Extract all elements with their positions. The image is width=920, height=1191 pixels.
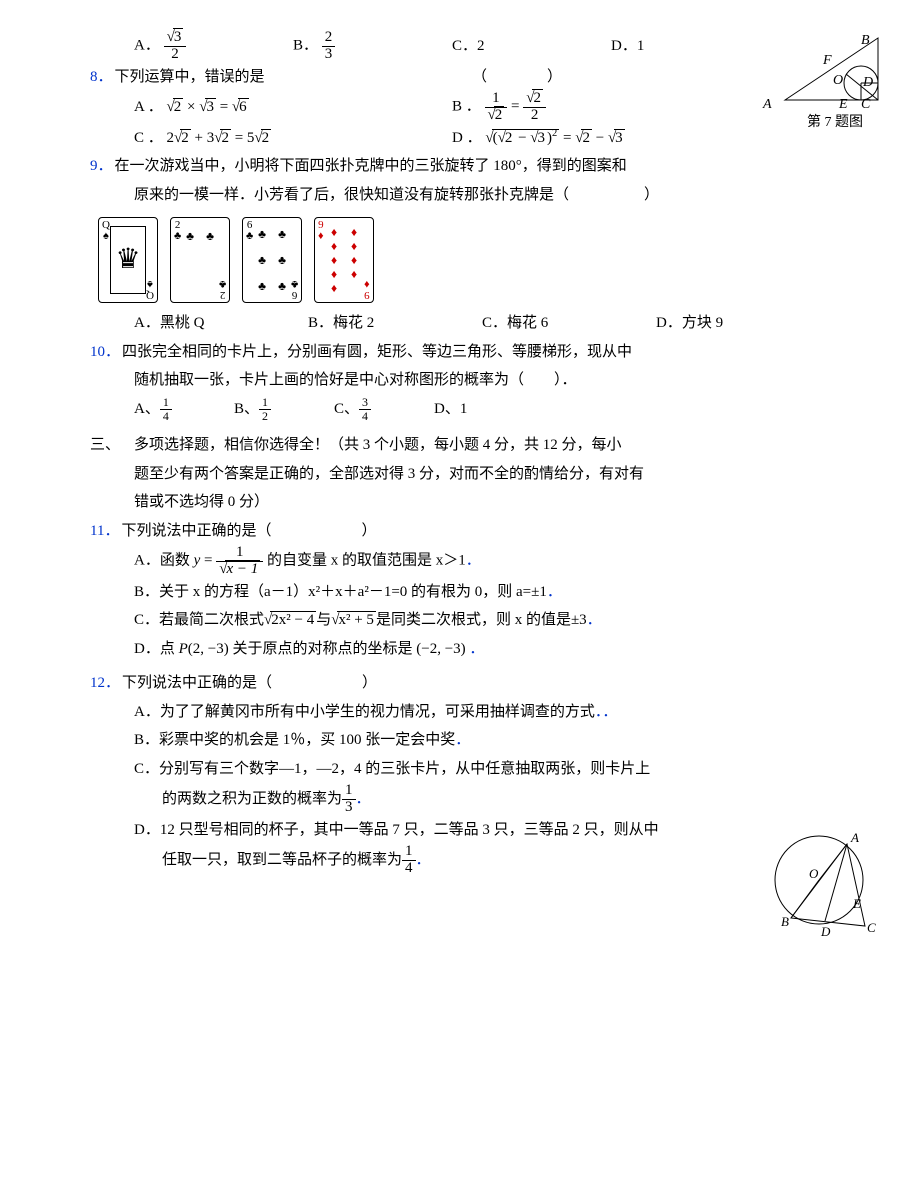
q7-opt-b: B． 23 (293, 30, 452, 63)
q10-stem-l1: 四张完全相同的卡片上，分别画有圆，矩形、等边三角形、等腰梯形，现从中 (122, 338, 830, 367)
q12-number: 12． (90, 669, 120, 698)
q9-number: 9． (90, 152, 113, 181)
q7-figure-caption: 第 7 题图 (780, 110, 890, 137)
q7-figure: A B C D E F O 第 7 题图 (780, 30, 890, 137)
q9-stem-l2: 原来的一模一样．小芳看了后，很快知道没有旋转那张扑克牌是（ ） (90, 181, 830, 210)
q8: 8． 下列运算中，错误的是 （ ） (90, 63, 770, 92)
fig7-D: D (863, 70, 873, 97)
q9-opt-a: A．黑桃 Q (134, 309, 308, 338)
q7-opt-c: C．2 (452, 32, 611, 61)
q12-stem: 下列说法中正确的是（ ） (122, 669, 830, 698)
section3-head: 三、 多项选择题，相信你选得全！（共 3 个小题，每小题 4 分，共 12 分，… (90, 431, 830, 517)
svg-text:D: D (820, 924, 831, 939)
q9-cards: Q♠♛Q♠2♣♣♣2♣6♣♣♣♣♣♣♣6♣9♦♦♦♦♦♦♦♦♦♦9♦ (90, 217, 830, 303)
section3-l2: 题至少有两个答案是正确的，全部选对得 3 分，对而不全的酌情给分，有对有 (134, 466, 644, 482)
fig7-B: B (861, 28, 870, 55)
q8-number: 8． (90, 63, 113, 92)
q10-opt-c: C、34 (334, 395, 434, 424)
q9-opt-c: C．梅花 6 (482, 309, 656, 338)
q10-number: 10． (90, 338, 120, 367)
svg-text:A: A (850, 830, 859, 845)
q7-options: A B C D E F O 第 7 题图 A． √32 B． 23 C．2 D．… (90, 30, 830, 63)
q11-opt-b: B．关于 x 的方程（a－1）x²＋x＋a²－1=0 的有根为 0，则 a=±1… (90, 578, 830, 607)
q12-opt-c: C．分别写有三个数字—1，—2，4 的三张卡片，从中任意抽取两张，则卡片上 的两… (90, 755, 830, 816)
q10-opt-a: A、14 (134, 395, 234, 424)
q12-opt-a: A．为了了解黄冈市所有中小学生的视力情况，可采用抽样调查的方式．． (90, 698, 830, 727)
fig7-F: F (823, 48, 832, 75)
section3-l3: 错或不选均得 0 分） (134, 494, 269, 510)
q8-stem: 下列运算中，错误的是 (115, 69, 265, 85)
q8-options-row1: A ． √2 × √3 = √6 B ． 1√2 = √22 (90, 91, 830, 124)
q8-opt-d: D ． √(√2 − √3)2 = √2 − √3 (452, 124, 770, 153)
q8-parentheses: （ ） (472, 69, 562, 85)
q7-opt-a: A． √32 (134, 30, 293, 63)
q11: 11． 下列说法中正确的是（ ） (90, 517, 830, 546)
q10-opt-b: B、12 (234, 395, 334, 424)
section3-l1: 多项选择题，相信你选得全！（共 3 个小题，每小题 4 分，共 12 分，每小 (134, 437, 622, 453)
playing-card: 9♦♦♦♦♦♦♦♦♦♦9♦ (314, 217, 374, 303)
q9-opt-d: D．方块 9 (656, 309, 830, 338)
q9-stem-l1: 在一次游戏当中，小明将下面四张扑克牌中的三张旋转了 180°，得到的图案和 (115, 152, 830, 181)
section3-number: 三、 (90, 431, 134, 517)
q9: 9． 在一次游戏当中，小明将下面四张扑克牌中的三张旋转了 180°，得到的图案和 (90, 152, 830, 181)
q8-options-row2: C ． 2√2 + 3√2 = 5√2 D ． √(√2 − √3)2 = √2… (90, 124, 830, 153)
fig7-A: A (763, 92, 772, 119)
fig7-E: E (839, 92, 848, 119)
q8-opt-c: C ． 2√2 + 3√2 = 5√2 (134, 124, 452, 153)
svg-text:B: B (781, 914, 789, 929)
q8-opt-b: B ． 1√2 = √22 (452, 91, 770, 124)
q11-stem: 下列说法中正确的是（ ） (121, 517, 830, 546)
q10-opt-d: D、1 (434, 395, 534, 424)
playing-card: Q♠♛Q♠ (98, 217, 158, 303)
q11-opt-d: D．点 P(2, −3) 关于原点的对称点的坐标是 (−2, −3) ． (90, 635, 830, 664)
q11-opt-a: A．函数 y = 1√x − 1 的自变量 x 的取值范围是 x＞1． (90, 545, 830, 578)
playing-card: 6♣♣♣♣♣♣♣6♣ (242, 217, 302, 303)
q12-opt-b: B．彩票中奖的机会是 1％，买 100 张一定会中奖． (90, 726, 830, 755)
svg-text:E: E (852, 896, 861, 911)
q8-opt-a: A ． √2 × √3 = √6 (134, 93, 452, 122)
q12: 12． 下列说法中正确的是（ ） (90, 669, 830, 698)
q7-opt-d: D．1 (611, 32, 770, 61)
q10: 10． 四张完全相同的卡片上，分别画有圆，矩形、等边三角形、等腰梯形，现从中 (90, 338, 830, 367)
q10-stem-l2: 随机抽取一张，卡片上画的恰好是中心对称图形的概率为（ ）． (90, 366, 830, 395)
svg-text:C: C (867, 920, 876, 935)
q12-opt-d: D．12 只型号相同的杯子，其中一等品 7 只，二等品 3 只，三等品 2 只，… (90, 816, 830, 877)
q12-figure: A B C D E O (765, 826, 880, 952)
playing-card: 2♣♣♣2♣ (170, 217, 230, 303)
q11-number: 11． (90, 517, 119, 546)
fig7-O: O (833, 68, 843, 95)
svg-text:O: O (809, 866, 819, 881)
q9-opt-b: B．梅花 2 (308, 309, 482, 338)
q11-opt-c: C．若最简二次根式√2x² − 4与√x² + 5是同类二次根式，则 x 的值是… (90, 606, 830, 635)
